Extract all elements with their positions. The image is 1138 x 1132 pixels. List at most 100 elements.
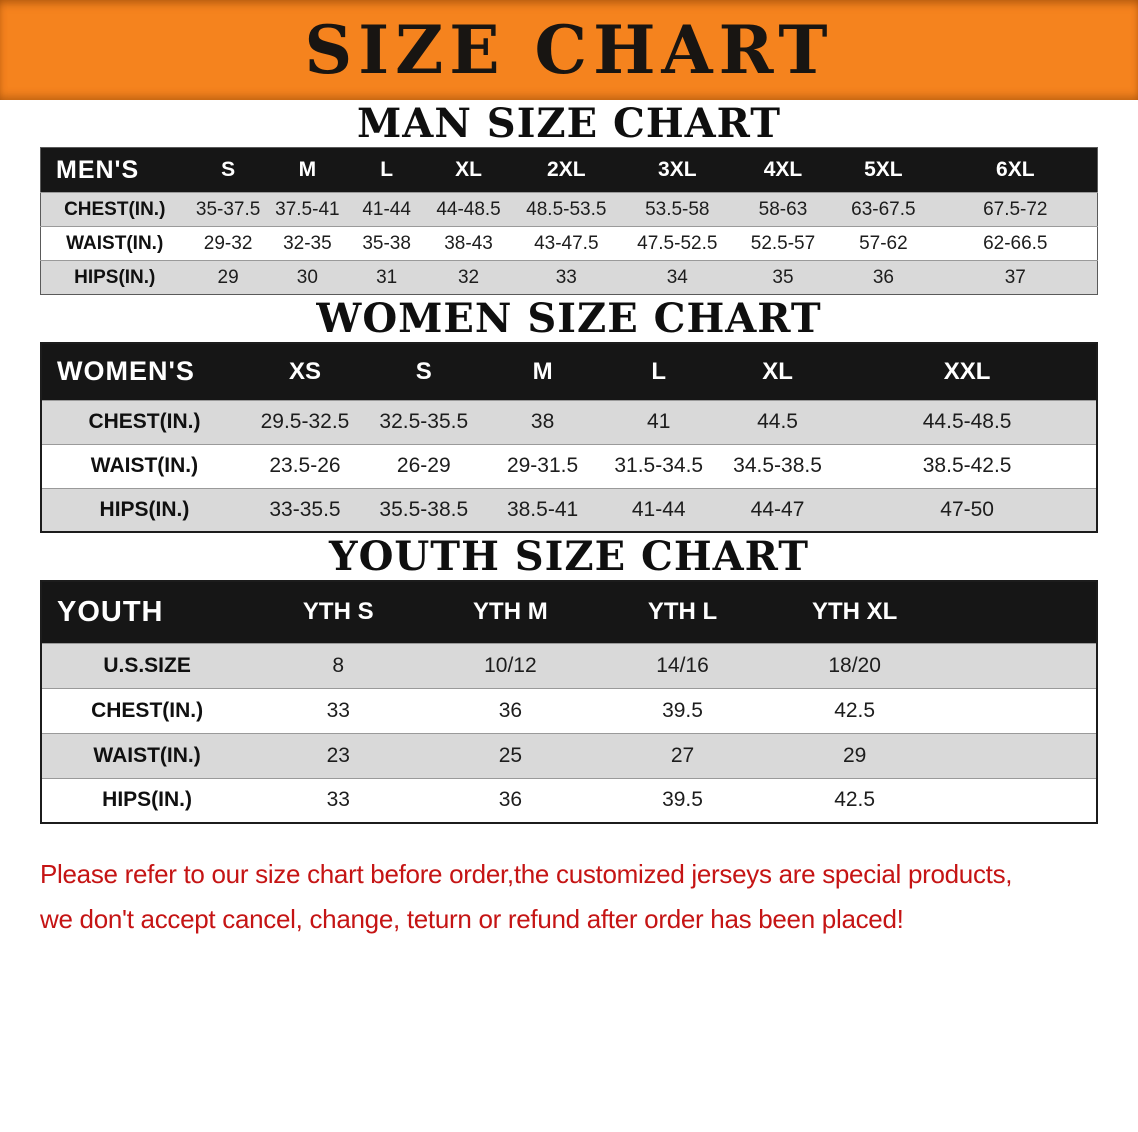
column-header: YTH XL — [768, 581, 941, 643]
column-header: XL — [426, 147, 511, 193]
table-cell: 27 — [596, 732, 769, 778]
table-cell: 44.5-48.5 — [838, 399, 1097, 444]
column-header: M — [267, 147, 347, 193]
column-header: L — [347, 147, 427, 193]
filler-cell — [940, 732, 1097, 778]
table-cell: 38-43 — [426, 226, 511, 261]
filler-cell — [940, 581, 1097, 643]
table-cell: 38.5-42.5 — [838, 443, 1097, 488]
row-label: CHEST(IN.) — [40, 192, 189, 227]
table-cell: 35-38 — [347, 226, 427, 261]
filler-cell — [940, 777, 1097, 823]
youth-row-waist: WAIST(IN.) 23 25 27 29 — [41, 732, 1097, 778]
women-section: WOMEN SIZE CHART WOMEN'S XS S M L XL XXL — [0, 295, 1138, 533]
table-cell: 29.5-32.5 — [246, 399, 364, 444]
table-cell: 26-29 — [363, 443, 485, 488]
column-header: YTH L — [596, 581, 769, 643]
table-cell: 25 — [424, 732, 597, 778]
men-table-title: MEN'S — [40, 147, 189, 193]
column-header: S — [188, 147, 268, 193]
column-header: S — [363, 343, 485, 400]
women-row-chest: CHEST(IN.) 29.5-32.5 32.5-35.5 38 41 44.… — [41, 399, 1097, 444]
women-header-row: WOMEN'S XS S M L XL XXL — [41, 343, 1097, 400]
notice-line-1: Please refer to our size chart before or… — [40, 859, 1013, 889]
table-cell: 29 — [768, 732, 941, 778]
table-cell: 35 — [732, 260, 834, 295]
table-cell: 23.5-26 — [246, 443, 364, 488]
table-cell: 32 — [426, 260, 511, 295]
youth-table-title: YOUTH — [41, 581, 253, 643]
table-cell: 35.5-38.5 — [363, 487, 485, 532]
page-title: SIZE CHART — [304, 11, 834, 89]
youth-row-hips: HIPS(IN.) 33 36 39.5 42.5 — [41, 777, 1097, 823]
table-cell: 10/12 — [424, 642, 597, 688]
row-label: HIPS(IN.) — [41, 487, 247, 532]
table-cell: 33 — [252, 687, 425, 733]
men-section-heading: MAN SIZE CHART — [357, 100, 781, 147]
table-cell: 36 — [424, 687, 597, 733]
table-cell: 39.5 — [596, 687, 769, 733]
table-cell: 48.5-53.5 — [510, 192, 622, 227]
order-notice: Please refer to our size chart before or… — [40, 852, 1138, 941]
column-header: XS — [246, 343, 364, 400]
table-cell: 52.5-57 — [732, 226, 834, 261]
row-label: WAIST(IN.) — [40, 226, 189, 261]
table-cell: 29-32 — [188, 226, 268, 261]
table-cell: 58-63 — [732, 192, 834, 227]
table-cell: 34 — [621, 260, 733, 295]
women-table-title: WOMEN'S — [41, 343, 247, 400]
banner: SIZE CHART — [0, 0, 1138, 100]
women-row-waist: WAIST(IN.) 23.5-26 26-29 29-31.5 31.5-34… — [41, 443, 1097, 488]
column-header: L — [600, 343, 717, 400]
women-size-table: WOMEN'S XS S M L XL XXL CHEST(IN.) 29.5-… — [40, 342, 1098, 533]
men-header-row: MEN'S S M L XL 2XL 3XL 4XL 5XL 6XL — [40, 147, 1098, 193]
youth-header-row: YOUTH YTH S YTH M YTH L YTH XL — [41, 581, 1097, 643]
table-cell: 18/20 — [768, 642, 941, 688]
table-cell: 33-35.5 — [246, 487, 364, 532]
table-cell: 41 — [600, 399, 717, 444]
table-cell: 34.5-38.5 — [716, 443, 839, 488]
youth-row-us-size: U.S.SIZE 8 10/12 14/16 18/20 — [41, 642, 1097, 688]
table-cell: 29-31.5 — [484, 443, 601, 488]
column-header: 2XL — [510, 147, 622, 193]
row-label: CHEST(IN.) — [41, 399, 247, 444]
filler-cell — [940, 642, 1097, 688]
table-cell: 67.5-72 — [933, 192, 1098, 227]
filler-cell — [940, 687, 1097, 733]
row-label: CHEST(IN.) — [41, 687, 253, 733]
table-cell: 63-67.5 — [833, 192, 934, 227]
women-row-hips: HIPS(IN.) 33-35.5 35.5-38.5 38.5-41 41-4… — [41, 487, 1097, 532]
table-cell: 53.5-58 — [621, 192, 733, 227]
women-section-heading: WOMEN SIZE CHART — [316, 295, 822, 342]
column-header: 5XL — [833, 147, 934, 193]
men-size-table: MEN'S S M L XL 2XL 3XL 4XL 5XL 6XL CHEST… — [40, 147, 1098, 295]
table-cell: 62-66.5 — [933, 226, 1098, 261]
table-cell: 42.5 — [768, 777, 941, 823]
table-cell: 44-48.5 — [426, 192, 511, 227]
table-cell: 14/16 — [596, 642, 769, 688]
men-row-hips: HIPS(IN.) 29 30 31 32 33 34 35 36 37 — [40, 260, 1098, 295]
table-cell: 33 — [252, 777, 425, 823]
table-cell: 37 — [933, 260, 1098, 295]
table-cell: 38 — [484, 399, 601, 444]
table-cell: 31 — [347, 260, 427, 295]
row-label: HIPS(IN.) — [40, 260, 189, 295]
table-cell: 44-47 — [716, 487, 839, 532]
table-cell: 30 — [267, 260, 347, 295]
column-header: 3XL — [621, 147, 733, 193]
table-cell: 8 — [252, 642, 425, 688]
table-cell: 31.5-34.5 — [600, 443, 717, 488]
column-header: YTH S — [252, 581, 425, 643]
column-header: XL — [716, 343, 839, 400]
row-label: U.S.SIZE — [41, 642, 253, 688]
table-cell: 41-44 — [347, 192, 427, 227]
men-row-waist: WAIST(IN.) 29-32 32-35 35-38 38-43 43-47… — [40, 226, 1098, 261]
youth-section-heading: YOUTH SIZE CHART — [329, 533, 809, 580]
column-header: XXL — [838, 343, 1097, 400]
row-label: WAIST(IN.) — [41, 443, 247, 488]
table-cell: 29 — [188, 260, 268, 295]
table-cell: 35-37.5 — [188, 192, 268, 227]
table-cell: 39.5 — [596, 777, 769, 823]
table-cell: 38.5-41 — [484, 487, 601, 532]
